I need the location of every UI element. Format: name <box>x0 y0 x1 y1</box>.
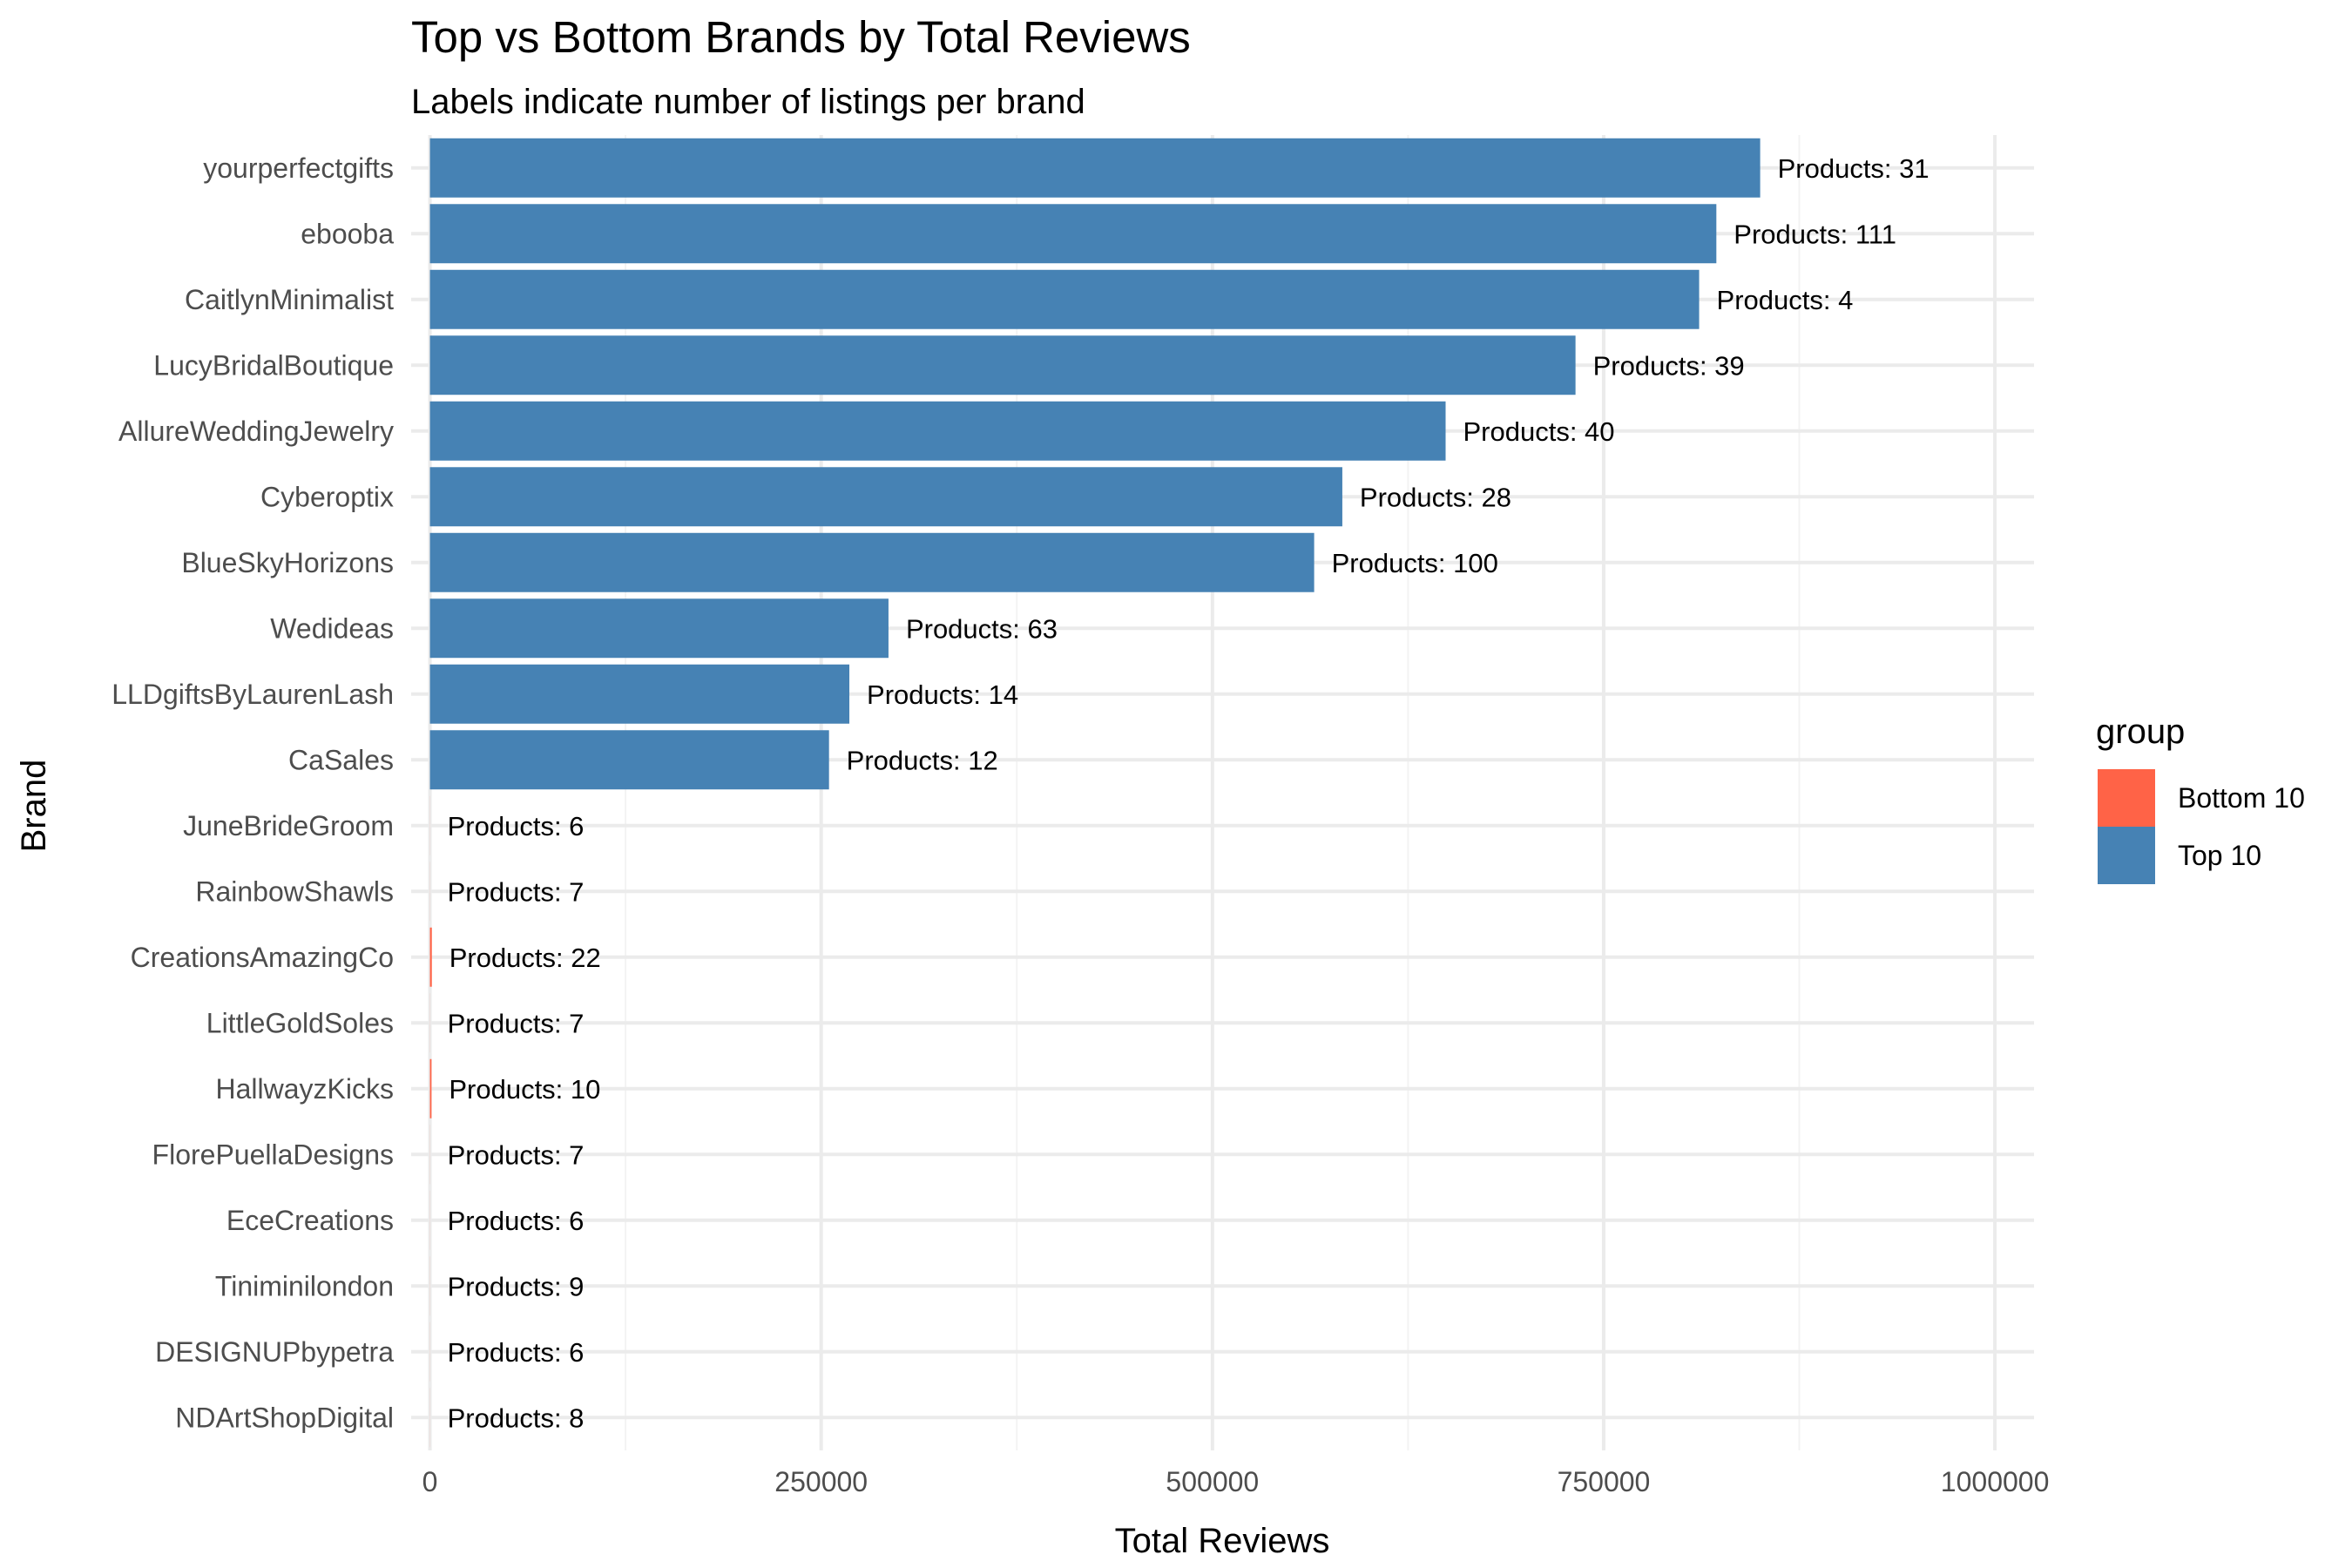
x-tick-label: 1000000 <box>1941 1466 2050 1497</box>
y-tick-label: Cyberoptix <box>260 481 394 512</box>
x-tick-label: 250000 <box>774 1466 868 1497</box>
bar <box>429 927 432 987</box>
y-tick-label: FlorePuellaDesigns <box>152 1139 394 1170</box>
y-tick-label: NDArtShopDigital <box>175 1402 394 1433</box>
bar-data-label: Products: 31 <box>1778 153 1930 184</box>
y-tick-label: CaitlynMinimalist <box>185 284 394 315</box>
bar <box>429 467 1342 527</box>
y-tick-label: HallwayzKicks <box>216 1073 394 1105</box>
bar <box>429 269 1700 329</box>
bar-data-label: Products: 100 <box>1332 548 1498 578</box>
x-tick-label: 750000 <box>1558 1466 1651 1497</box>
bar-data-label: Products: 7 <box>448 1008 585 1038</box>
bar <box>429 335 1576 395</box>
bar-data-label: Products: 39 <box>1593 350 1745 381</box>
bar-data-label: Products: 6 <box>448 811 585 841</box>
bar-data-label: Products: 4 <box>1717 285 1854 315</box>
y-tick-label: CaSales <box>288 744 394 775</box>
bar <box>429 730 829 790</box>
bar-data-label: Products: 22 <box>449 943 601 973</box>
bar-data-label: Products: 6 <box>448 1337 585 1368</box>
bar-data-label: Products: 6 <box>448 1206 585 1236</box>
bars-group <box>429 138 1761 1448</box>
chart-subtitle: Labels indicate number of listings per b… <box>411 83 1085 121</box>
y-tick-label: LucyBridalBoutique <box>153 349 394 381</box>
legend: group Bottom 10 Top 10 <box>2096 713 2305 884</box>
bar-data-label: Products: 111 <box>1734 219 1896 249</box>
bar-data-label: Products: 28 <box>1360 482 1511 512</box>
y-tick-label: BlueSkyHorizons <box>181 547 394 578</box>
bar-data-label: Products: 63 <box>906 613 1058 644</box>
bar-data-label: Products: 7 <box>448 1139 585 1170</box>
bar-data-label: Products: 9 <box>448 1271 585 1301</box>
y-tick-label: AllureWeddingJewelry <box>118 416 394 447</box>
bar-data-label: Products: 8 <box>448 1402 585 1433</box>
bar <box>429 532 1315 592</box>
x-axis-tick-labels: 0 250000 500000 750000 1000000 <box>422 1466 2050 1497</box>
y-tick-label: DESIGNUPbypetra <box>155 1336 394 1368</box>
bar-data-label: Products: 7 <box>448 876 585 907</box>
y-tick-label: yourperfectgifts <box>203 152 394 184</box>
x-axis-title: Total Reviews <box>1115 1522 1330 1560</box>
x-tick-label: 0 <box>422 1466 438 1497</box>
bar <box>429 204 1717 264</box>
legend-label: Bottom 10 <box>2178 782 2305 814</box>
x-tick-label: 500000 <box>1166 1466 1259 1497</box>
chart-title: Top vs Bottom Brands by Total Reviews <box>411 12 1191 62</box>
y-tick-label: JuneBrideGroom <box>183 810 394 841</box>
bar-data-label: Products: 10 <box>449 1074 600 1105</box>
legend-label: Top 10 <box>2178 840 2261 871</box>
bar <box>429 401 1446 461</box>
bar <box>429 138 1761 198</box>
y-tick-label: LittleGoldSoles <box>206 1007 394 1038</box>
bar <box>429 664 850 724</box>
legend-key-swatch <box>2098 827 2155 884</box>
y-tick-label: ebooba <box>301 218 394 249</box>
data-labels-group: Products: 31 Products: 111 Products: 4 Prod… <box>448 153 1930 1434</box>
bar-data-label: Products: 14 <box>867 679 1018 710</box>
y-tick-label: CreationsAmazingCo <box>131 942 394 973</box>
legend-title: group <box>2096 713 2185 751</box>
bar <box>429 598 889 659</box>
y-tick-label: RainbowShawls <box>195 875 394 907</box>
y-tick-label: Wedideas <box>270 612 394 644</box>
y-tick-label: LLDgiftsByLaurenLash <box>112 679 394 710</box>
bar <box>429 1058 432 1119</box>
y-tick-label: Tiniminilondon <box>215 1270 394 1301</box>
y-tick-label: EceCreations <box>226 1205 394 1236</box>
y-axis-tick-labels: yourperfectgifts ebooba CaitlynMinimalist L… <box>112 152 394 1434</box>
y-axis-title: Brand <box>15 760 53 853</box>
plot-area: Products: 31 Products: 111 Products: 4 Prod… <box>411 135 2034 1450</box>
bar-data-label: Products: 40 <box>1463 416 1615 447</box>
bar-data-label: Products: 12 <box>847 745 998 775</box>
grid-lines <box>411 135 2034 1450</box>
legend-key-swatch <box>2098 769 2155 827</box>
